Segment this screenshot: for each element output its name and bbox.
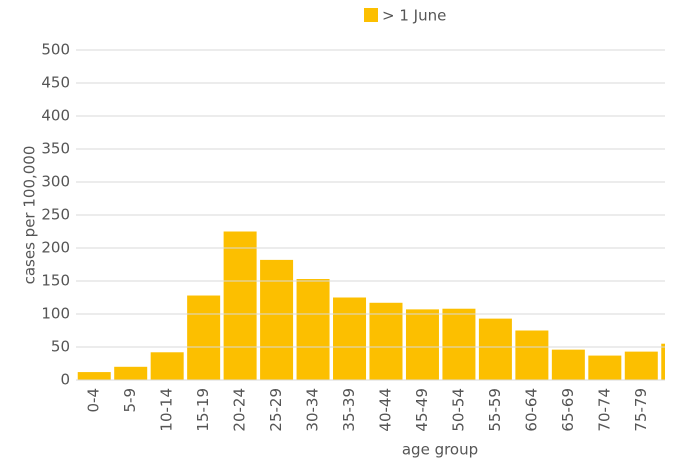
bar (296, 279, 330, 380)
x-tick-label: 65-69 (559, 388, 577, 432)
bar (442, 308, 476, 380)
x-axis-label: age group (402, 441, 478, 459)
y-tick-label: 100 (41, 305, 70, 323)
x-tick-label: 40-44 (376, 388, 394, 432)
x-tick-label: 70-74 (595, 388, 613, 432)
bar (187, 295, 221, 380)
bar (260, 259, 294, 380)
bar (150, 352, 184, 380)
x-tick-label: 60-64 (522, 388, 540, 432)
x-tick-label: 75-79 (632, 388, 650, 432)
y-tick-label: 0 (60, 371, 70, 389)
x-tick-label: 10-14 (158, 388, 176, 432)
x-tick-label: 55-59 (486, 388, 504, 432)
y-tick-label: 500 (41, 41, 70, 59)
bar (588, 355, 622, 380)
y-axis-label: cases per 100,000 (21, 146, 39, 285)
y-tick-label: 200 (41, 239, 70, 257)
x-tick-label: 35-39 (340, 388, 358, 432)
y-tick-label: 350 (41, 140, 70, 158)
y-tick-label: 400 (41, 107, 70, 125)
x-tick-label: 30-34 (304, 388, 322, 432)
x-tick-label: 25-29 (267, 388, 285, 432)
bar (515, 330, 549, 380)
bar (223, 231, 257, 380)
y-tick-label: 450 (41, 74, 70, 92)
x-tick-label: 15-19 (194, 388, 212, 432)
bar (405, 309, 439, 380)
legend-swatch (364, 8, 378, 22)
x-tick-label: 5-9 (121, 388, 139, 413)
x-tick-label: 50-54 (449, 388, 467, 432)
legend-label: > 1 June (382, 7, 446, 25)
x-tick-label: 0-4 (85, 388, 103, 413)
x-tick-label: 20-24 (231, 388, 249, 432)
y-tick-label: 50 (51, 338, 70, 356)
y-tick-label: 250 (41, 206, 70, 224)
plot (77, 231, 665, 380)
x-tick-label: 45-49 (413, 388, 431, 432)
y-tick-label: 300 (41, 173, 70, 191)
bar (333, 297, 367, 380)
bar (369, 302, 403, 380)
bar (114, 366, 148, 380)
bar (77, 372, 111, 380)
bar (661, 343, 665, 380)
bar (478, 318, 512, 380)
bar (551, 349, 585, 380)
y-tick-label: 150 (41, 272, 70, 290)
bar (624, 351, 658, 380)
